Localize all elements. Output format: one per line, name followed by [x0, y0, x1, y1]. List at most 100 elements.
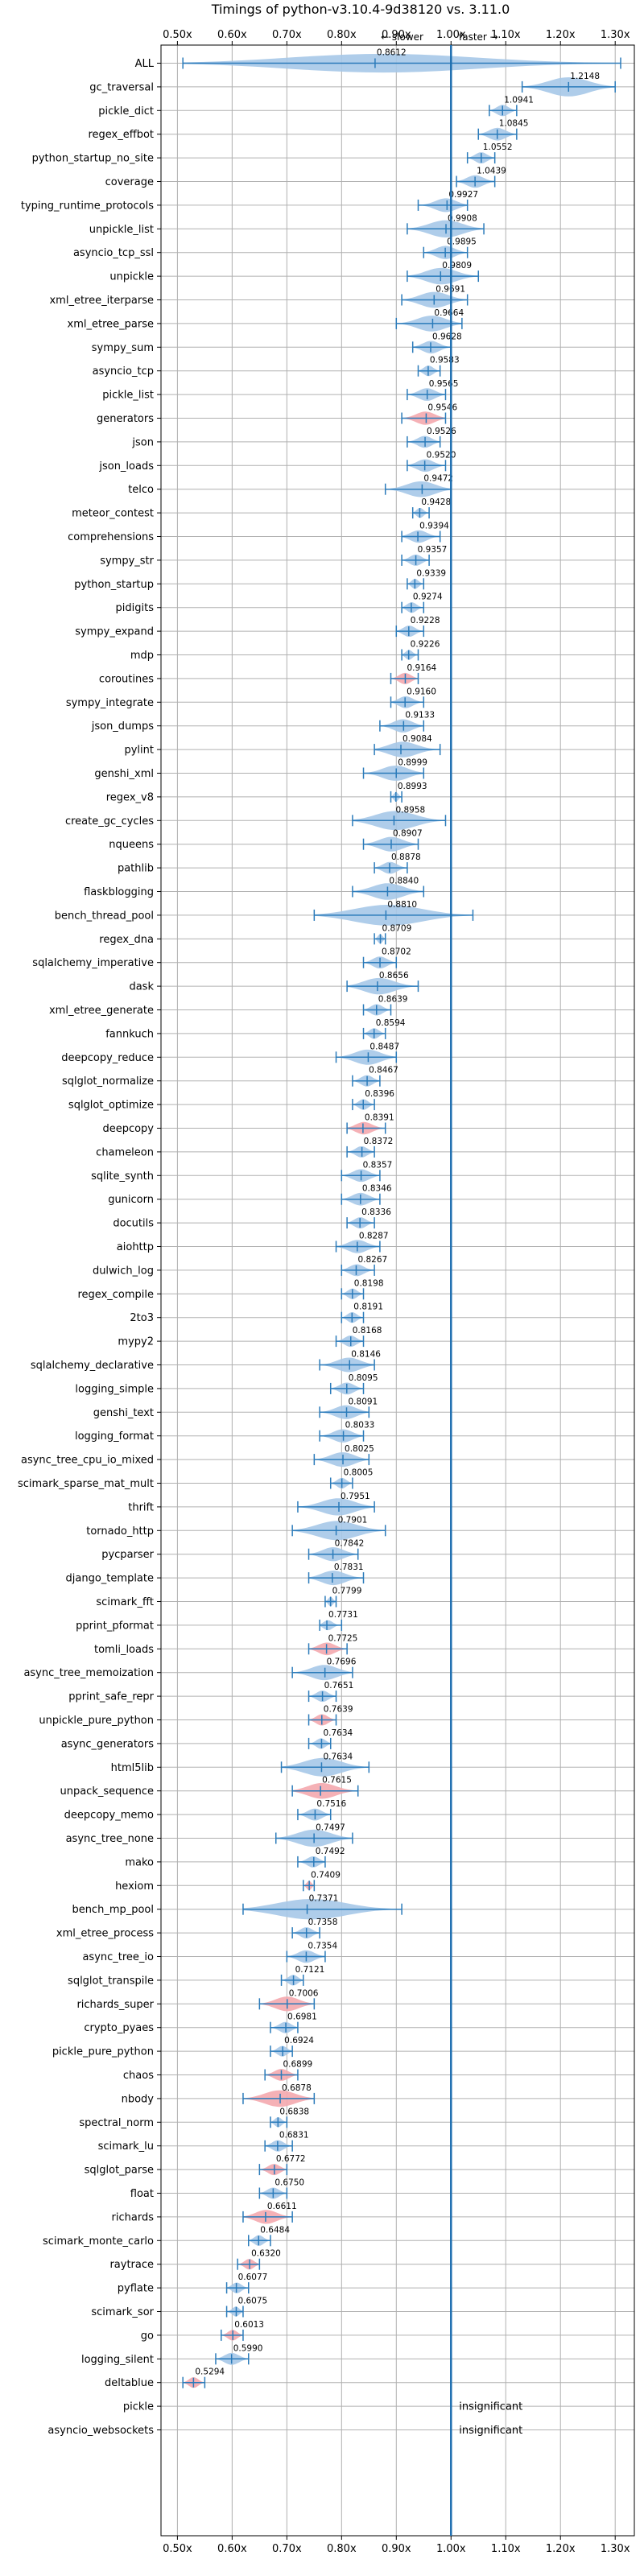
value-label: 0.8267 — [357, 1255, 387, 1265]
benchmark-label: xml_etree_iterparse — [49, 295, 154, 307]
benchmark-label: aiohttp — [117, 1241, 154, 1253]
value-label: 1.0552 — [483, 142, 513, 152]
benchmark-label: unpickle_list — [89, 224, 154, 236]
value-label: 0.7358 — [308, 1918, 338, 1927]
value-label: 0.7842 — [335, 1539, 365, 1549]
value-label: 0.8336 — [361, 1208, 391, 1217]
benchmark-label: go — [141, 2330, 154, 2342]
faster-direction-label: faster → — [459, 31, 498, 43]
value-label: 0.9895 — [447, 237, 477, 247]
value-label: 0.7006 — [289, 1988, 319, 1998]
benchmark-label: scimark_fft — [96, 1596, 154, 1608]
benchmark-label: asyncio_tcp — [93, 365, 154, 378]
x-tick-label-bottom: 0.70x — [272, 2543, 302, 2555]
benchmark-label: create_gc_cycles — [65, 815, 154, 828]
benchmark-label: unpickle — [109, 271, 154, 283]
benchmark-label: flaskblogging — [84, 886, 154, 898]
value-label: 0.8810 — [387, 900, 417, 910]
value-label: 0.6013 — [234, 2320, 264, 2330]
x-tick-label-top: 1.20x — [546, 29, 576, 41]
value-label: 0.9628 — [432, 332, 462, 341]
benchmark-label: xml_etree_process — [56, 1928, 154, 1940]
value-label: 0.9133 — [405, 711, 435, 720]
value-label: 0.8095 — [349, 1373, 378, 1383]
value-label: 0.8168 — [353, 1326, 382, 1335]
value-label: 0.9226 — [411, 640, 440, 650]
benchmark-label: gunicorn — [108, 1194, 154, 1206]
benchmark-label: regex_compile — [77, 1289, 154, 1301]
value-label: 0.8840 — [389, 877, 419, 886]
value-label: 0.7639 — [324, 1705, 353, 1715]
value-label: 0.7354 — [308, 1942, 337, 1951]
value-label: 0.6750 — [275, 2178, 304, 2188]
value-label: 0.9274 — [413, 592, 443, 602]
value-label: 0.6878 — [282, 2083, 312, 2093]
benchmark-label: chaos — [123, 2070, 154, 2082]
benchmark-label: comprehensions — [68, 531, 154, 543]
benchmark-label: generators — [97, 413, 154, 425]
benchmark-label: sympy_str — [100, 555, 154, 567]
value-label: 0.8993 — [398, 782, 427, 791]
benchmark-label: scimark_lu — [98, 2140, 154, 2153]
benchmark-label: sqlglot_transpile — [68, 1975, 154, 1987]
benchmark-label: logging_format — [75, 1430, 154, 1443]
x-tick-label-bottom: 0.80x — [327, 2543, 357, 2555]
value-label: 0.7634 — [323, 1728, 353, 1738]
benchmark-label: json — [131, 436, 154, 448]
benchmark-label: genshi_xml — [94, 768, 154, 780]
value-label: 1.2148 — [570, 72, 600, 81]
value-label: 0.7492 — [316, 1847, 345, 1856]
value-label: 0.8146 — [351, 1350, 381, 1360]
x-tick-label-top: 1.00x — [436, 29, 466, 41]
benchmark-label: mako — [125, 1856, 154, 1868]
benchmark-label: coroutines — [99, 673, 154, 685]
benchmark-labels: ALL gc_traversal pickle_dict regex_effbotpy… — [18, 58, 155, 2437]
benchmark-label: json_dumps — [91, 720, 154, 733]
value-label: 0.7696 — [327, 1657, 357, 1667]
benchmark-label: xml_etree_generate — [49, 1005, 154, 1017]
value-label: 0.7615 — [322, 1776, 352, 1785]
value-label: 0.9583 — [430, 356, 460, 365]
value-label: 0.6772 — [276, 2154, 306, 2164]
x-tick-label-top: 1.10x — [491, 29, 521, 41]
value-label: 0.7725 — [328, 1633, 358, 1643]
value-label: 0.9927 — [448, 190, 478, 200]
benchmark-label: nqueens — [109, 839, 154, 851]
grid-layer — [161, 45, 634, 2536]
benchmark-label: dulwich_log — [93, 1265, 154, 1277]
value-label: 0.9228 — [411, 616, 440, 625]
benchmark-label: spectral_norm — [79, 2117, 154, 2129]
benchmark-label: deepcopy_memo — [64, 1810, 154, 1822]
benchmark-label: deepcopy_reduce — [61, 1052, 154, 1064]
benchmark-label: asyncio_websockets — [47, 2425, 154, 2437]
value-label: 0.9164 — [407, 663, 436, 673]
benchmark-label: sqlglot_normalize — [62, 1075, 154, 1088]
value-label: 0.9546 — [427, 403, 457, 413]
benchmark-label: float — [130, 2188, 154, 2200]
value-label: 0.7497 — [316, 1823, 345, 1833]
value-label: 0.8878 — [391, 852, 421, 862]
benchmark-label: deltablue — [105, 2377, 154, 2389]
benchmark-label: sqlglot_parse — [85, 2165, 154, 2177]
benchmark-label: pathlib — [118, 863, 154, 875]
benchmark-label: ALL — [135, 58, 155, 70]
slower-direction-label: ← slower — [381, 31, 423, 43]
benchmark-label: logging_simple — [75, 1383, 154, 1395]
value-label: 0.6611 — [267, 2202, 297, 2211]
value-label: 0.8005 — [344, 1468, 374, 1478]
benchmark-label: tomli_loads — [94, 1644, 154, 1656]
benchmark-label: pickle — [123, 2401, 154, 2413]
benchmark-label: mdp — [130, 650, 154, 662]
x-tick-label-bottom: 1.20x — [546, 2543, 576, 2555]
benchmark-label: genshi_text — [93, 1407, 154, 1419]
value-label: 0.7951 — [341, 1492, 370, 1501]
value-label: 0.8907 — [393, 829, 423, 839]
value-label: 0.8391 — [365, 1113, 394, 1123]
value-label: 0.8702 — [382, 947, 411, 957]
plot-frame — [160, 44, 635, 2537]
x-tick-label-bottom: 0.90x — [382, 2543, 411, 2555]
benchmark-label: crypto_pyaes — [84, 2022, 154, 2034]
value-label: 0.9357 — [418, 545, 448, 555]
x-tick-label-bottom: 0.60x — [217, 2543, 247, 2555]
